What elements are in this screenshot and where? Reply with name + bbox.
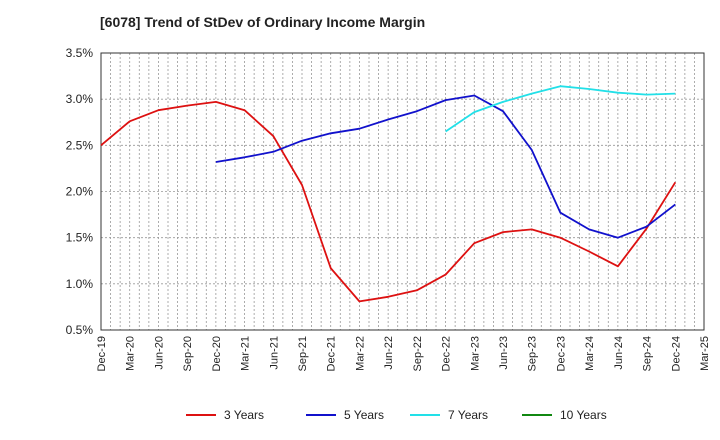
x-tick-label: Mar-25 bbox=[699, 336, 711, 371]
x-tick-label: Dec-20 bbox=[211, 336, 223, 371]
x-tick-label: Dec-23 bbox=[555, 336, 567, 371]
x-tick-label: Mar-23 bbox=[469, 336, 481, 371]
y-tick-label: 1.0% bbox=[66, 277, 94, 291]
y-tick-label: 2.0% bbox=[66, 185, 94, 199]
series-line-5-years bbox=[215, 94, 676, 239]
x-tick-label: Mar-20 bbox=[125, 336, 137, 371]
grid bbox=[101, 53, 704, 330]
y-tick-label: 1.5% bbox=[66, 231, 94, 245]
series-line-7-years bbox=[445, 85, 676, 133]
x-tick-label: Mar-24 bbox=[584, 336, 596, 371]
x-tick-label: Dec-22 bbox=[441, 336, 453, 371]
legend-label-7-years: 7 Years bbox=[448, 408, 488, 422]
plot-frame bbox=[100, 52, 705, 331]
x-tick-label: Sep-23 bbox=[527, 336, 539, 371]
x-tick-label: Sep-24 bbox=[642, 336, 654, 371]
y-tick-label: 0.5% bbox=[66, 323, 94, 337]
x-tick-label: Mar-21 bbox=[240, 336, 252, 371]
x-tick-label: Dec-24 bbox=[670, 336, 682, 371]
legend-label-3-years: 3 Years bbox=[224, 408, 264, 422]
x-tick-label: Dec-19 bbox=[96, 336, 108, 371]
x-tick-label: Jun-23 bbox=[498, 336, 510, 370]
x-tick-label: Jun-20 bbox=[153, 336, 165, 370]
series-lines bbox=[100, 85, 677, 303]
y-tick-label: 2.5% bbox=[66, 138, 94, 152]
x-tick-label: Dec-21 bbox=[326, 336, 338, 371]
y-tick-label: 3.5% bbox=[66, 46, 94, 60]
x-tick-label: Jun-22 bbox=[383, 336, 395, 370]
legend: 3 Years 5 Years 7 Years 10 Years bbox=[186, 408, 607, 422]
legend-label-5-years: 5 Years bbox=[344, 408, 384, 422]
x-tick-label: Sep-22 bbox=[412, 336, 424, 371]
chart-title: [6078] Trend of StDev of Ordinary Income… bbox=[100, 14, 426, 30]
x-tick-label: Sep-21 bbox=[297, 336, 309, 371]
legend-label-10-years: 10 Years bbox=[560, 408, 607, 422]
x-tick-label: Jun-24 bbox=[613, 336, 625, 370]
x-tick-label: Sep-20 bbox=[182, 336, 194, 371]
series-line-3-years bbox=[100, 101, 677, 303]
x-tick-label: Mar-22 bbox=[354, 336, 366, 371]
axes: 0.5% 1.0% 1.5% 2.0% 2.5% 3.0% 3.5% Dec-19 Mar-20… bbox=[66, 46, 711, 371]
x-tick-label: Jun-21 bbox=[268, 336, 280, 370]
y-tick-label: 3.0% bbox=[66, 92, 94, 106]
